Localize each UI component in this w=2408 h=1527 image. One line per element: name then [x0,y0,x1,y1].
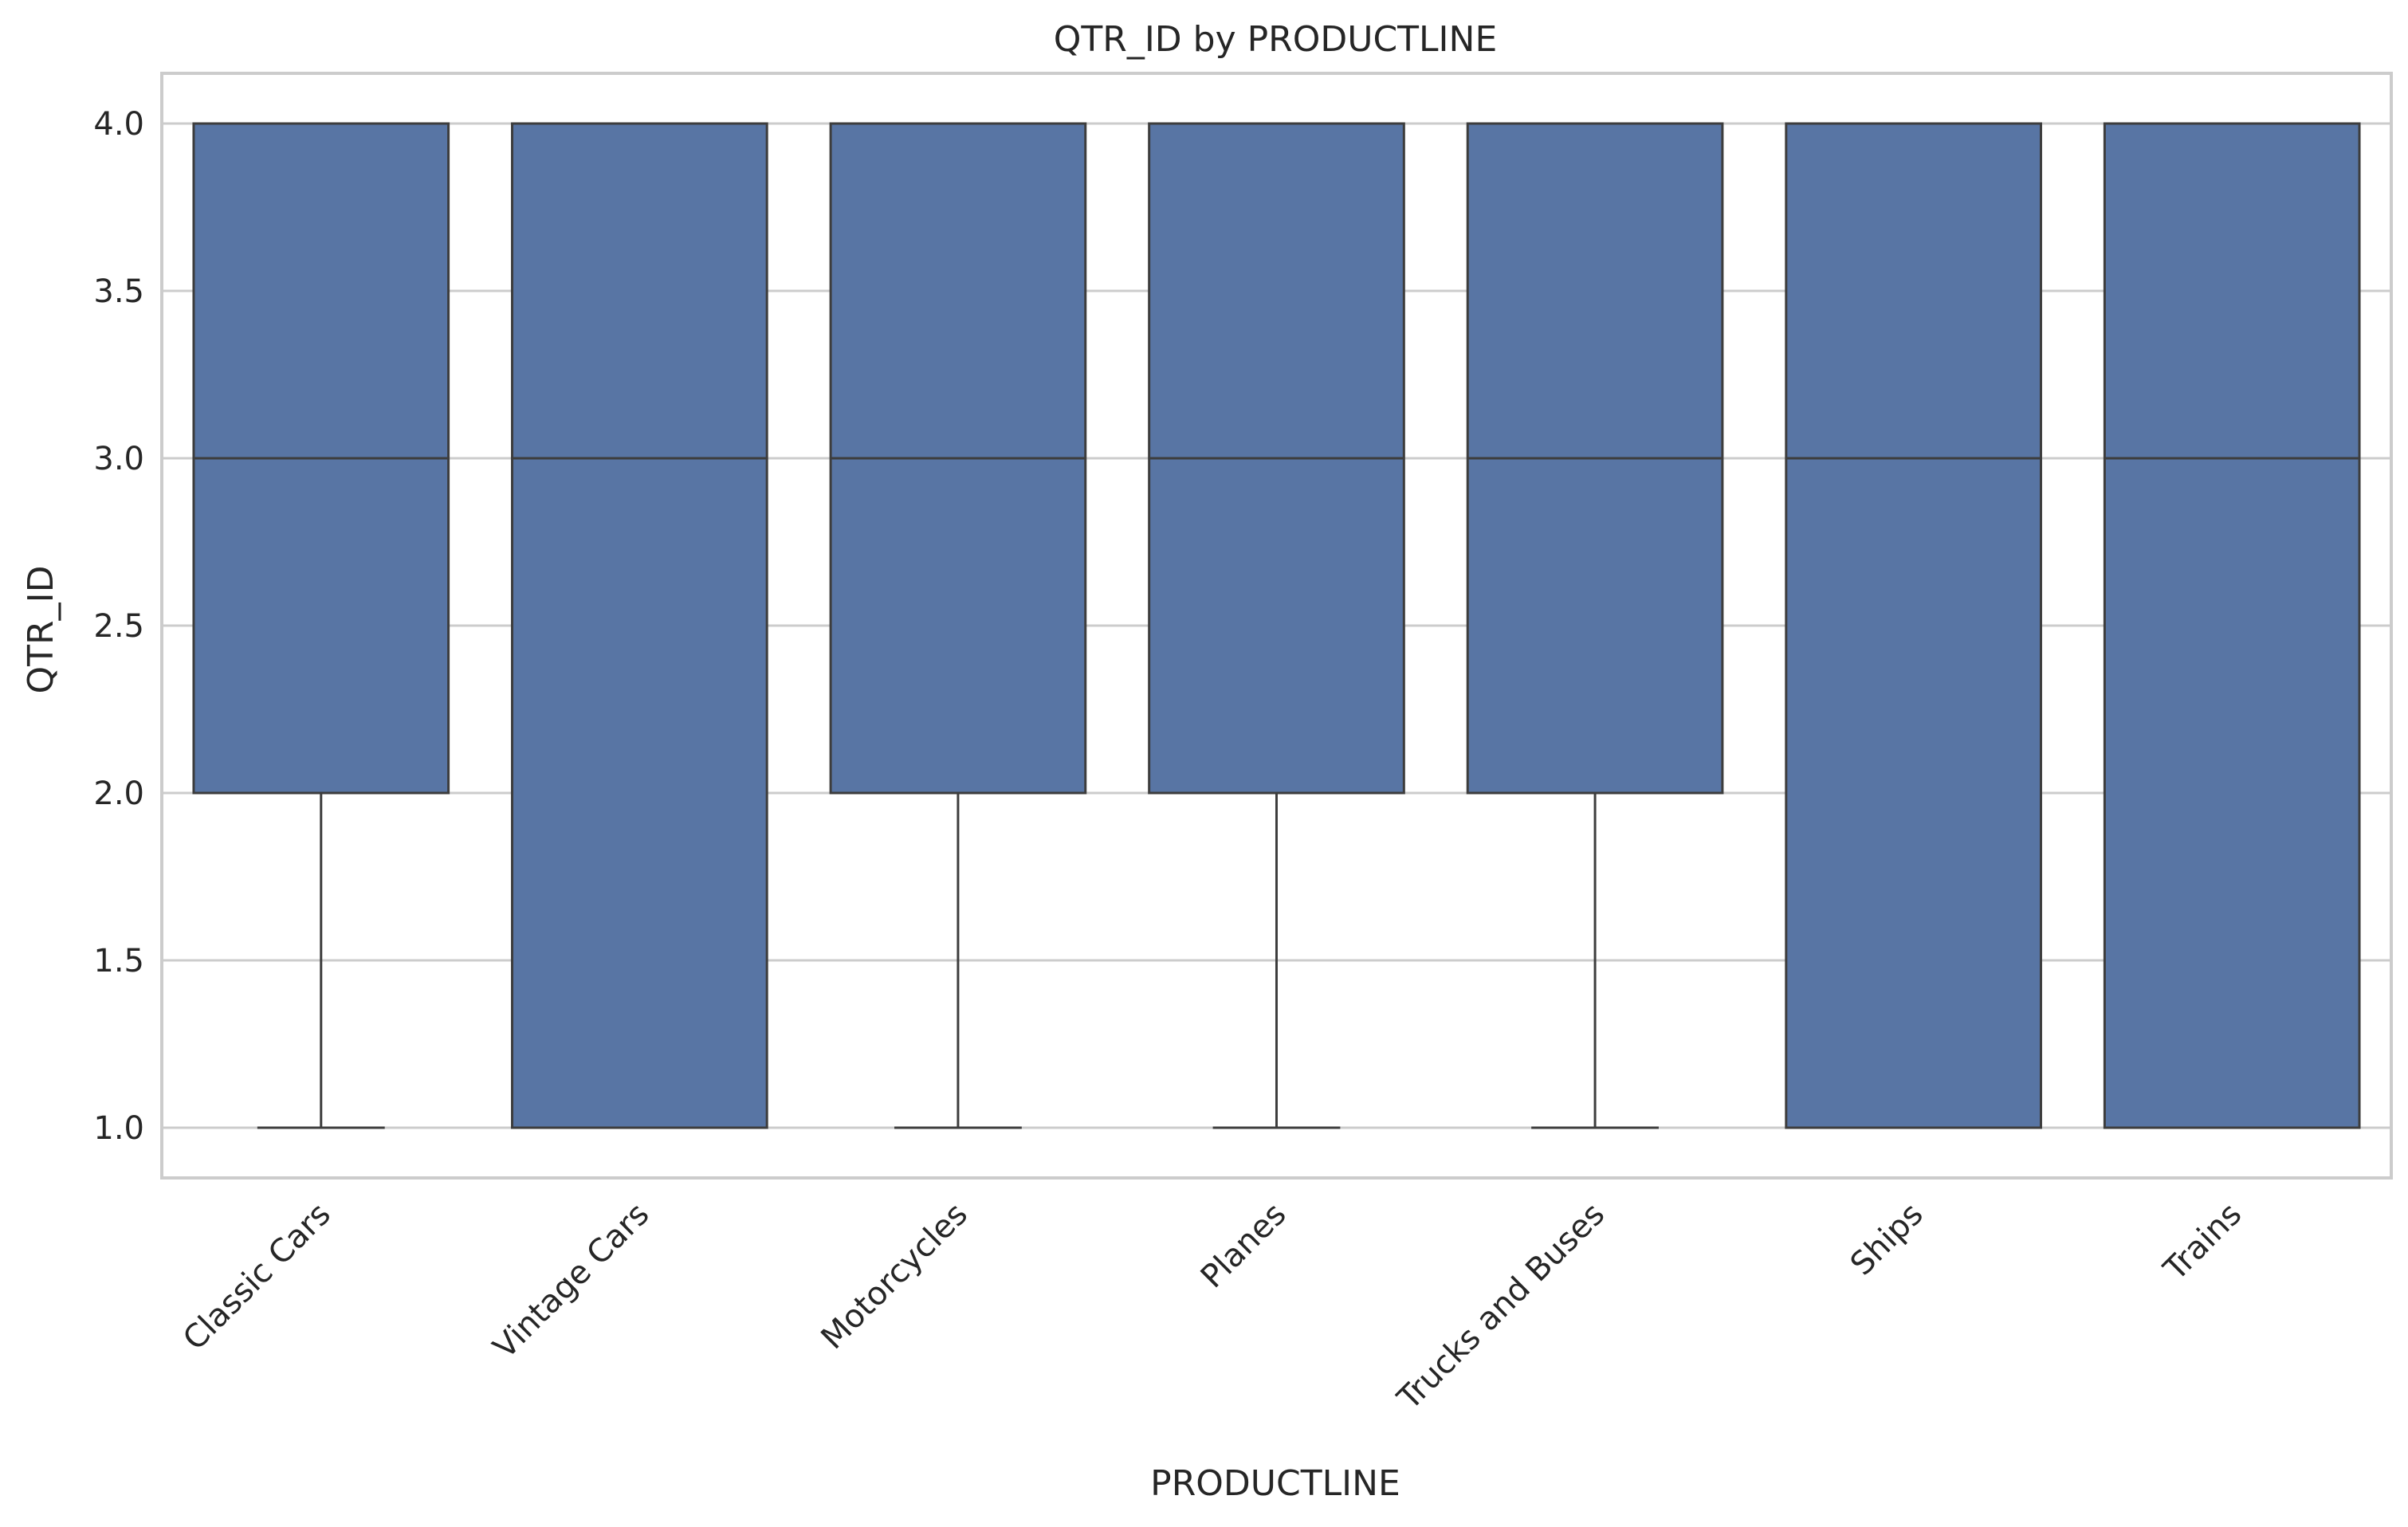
box-6 [2103,122,2361,1129]
box-iqr [2103,122,2361,1129]
y-tick-labels: 1.0 1.5 2.0 2.5 3.0 3.5 4.0 [93,106,144,1147]
x-tick-label: Ships [1844,1196,1931,1283]
x-tick-label: Motorcycles [815,1196,975,1356]
x-tick-label: Trains [2156,1196,2249,1289]
y-tick-label: 3.0 [93,441,144,477]
x-tick-labels: Classic Cars Vintage Cars Motorcycles Plane… [176,1196,2249,1418]
x-axis-label: PRODUCTLINE [1150,1463,1400,1504]
x-tick-label: Vintage Cars [486,1196,656,1366]
x-tick-label: Planes [1194,1196,1294,1296]
box-iqr [1785,122,2042,1129]
box-2 [829,122,1087,1129]
y-axis-label: QTR_ID [21,566,61,694]
y-tick-label: 1.0 [93,1110,144,1147]
chart-title: QTR_ID by PRODUCTLINE [1054,19,1498,60]
x-tick-label: Trucks and Buses [1390,1196,1612,1418]
y-tick-label: 2.0 [93,775,144,812]
plot-frame [160,72,2393,1180]
x-tick-label: Classic Cars [176,1196,338,1358]
y-tick-label: 3.5 [93,273,144,310]
boxes [192,122,2361,1129]
box-1 [511,122,768,1129]
box-0 [192,122,450,1129]
box-4 [1466,122,1724,1129]
box-5 [1785,122,2042,1129]
y-tick-label: 4.0 [93,106,144,143]
y-tick-label: 2.5 [93,608,144,645]
y-tick-label: 1.5 [93,943,144,979]
box-3 [1148,122,1405,1129]
box-iqr [511,122,768,1129]
